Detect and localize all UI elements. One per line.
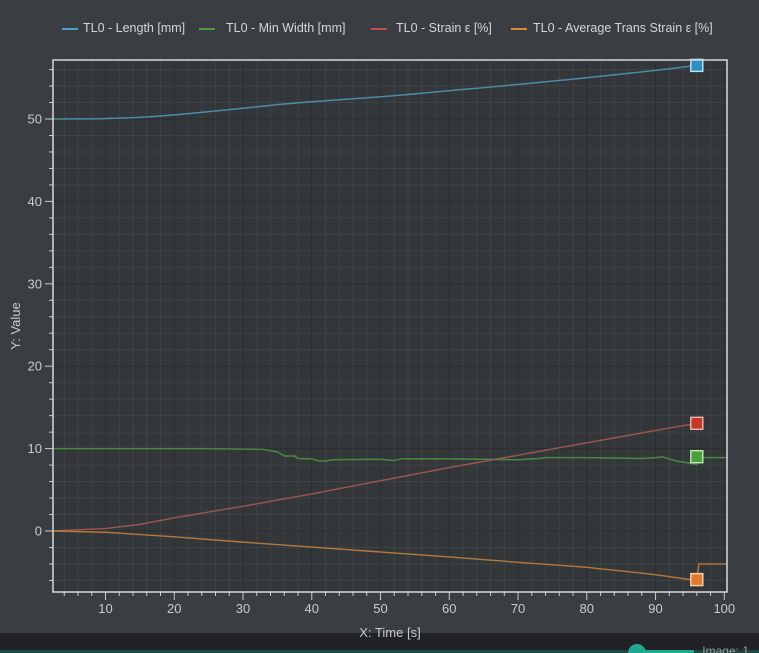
svg-text:90: 90 bbox=[648, 601, 662, 616]
svg-text:0: 0 bbox=[35, 524, 42, 539]
svg-text:20: 20 bbox=[167, 601, 181, 616]
svg-text:40: 40 bbox=[305, 601, 319, 616]
svg-text:10: 10 bbox=[28, 441, 42, 456]
svg-text:50: 50 bbox=[373, 601, 387, 616]
svg-text:X: Time [s]: X: Time [s] bbox=[359, 625, 420, 640]
svg-text:70: 70 bbox=[511, 601, 525, 616]
svg-text:30: 30 bbox=[236, 601, 250, 616]
svg-text:Y: Value: Y: Value bbox=[8, 302, 23, 349]
svg-text:30: 30 bbox=[28, 276, 42, 291]
svg-text:80: 80 bbox=[580, 601, 594, 616]
svg-text:20: 20 bbox=[28, 359, 42, 374]
svg-text:50: 50 bbox=[28, 112, 42, 127]
svg-text:100: 100 bbox=[713, 601, 735, 616]
svg-text:40: 40 bbox=[28, 194, 42, 209]
svg-text:10: 10 bbox=[98, 601, 112, 616]
svg-text:60: 60 bbox=[442, 601, 456, 616]
